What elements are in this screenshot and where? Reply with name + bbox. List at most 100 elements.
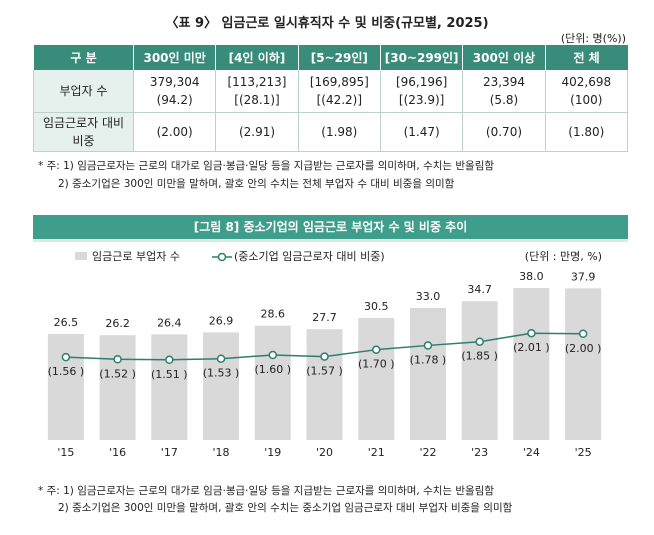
cell-line: (1.47) xyxy=(403,125,440,139)
cell-line: (1.98) xyxy=(321,125,358,139)
bar xyxy=(565,288,602,440)
cell-line: (94.2) xyxy=(156,93,193,107)
bar-label: 38.0 xyxy=(519,270,544,283)
line-label: (1.78 ) xyxy=(410,353,447,366)
line-point xyxy=(320,352,329,361)
x-tick-label: '25 xyxy=(575,446,592,459)
bar xyxy=(306,329,343,440)
column-header: 300인 미만 xyxy=(132,45,216,70)
x-tick-label: '17 xyxy=(161,446,178,459)
x-tick-label: '22 xyxy=(419,446,436,459)
cell: [113,213] [(28.1)] xyxy=(215,70,299,113)
cell-line: [113,213] xyxy=(227,75,287,89)
x-tick-label: '20 xyxy=(316,446,333,459)
line-label: (1.52 ) xyxy=(99,367,136,380)
line-point xyxy=(423,341,433,350)
legend-swatch xyxy=(217,252,227,262)
bar xyxy=(254,325,291,440)
line-point xyxy=(61,352,71,362)
line-label: (2.00 ) xyxy=(565,342,602,355)
line-point xyxy=(578,329,588,338)
cell: (0.70) xyxy=(462,112,546,152)
cell-line: 23,394 xyxy=(482,75,525,89)
cell: (2.91) xyxy=(215,112,299,152)
bar xyxy=(513,288,550,440)
note: * 주: 1) 임금근로자는 근로의 대가로 임금·봉급·일당 등을 지급받는 … xyxy=(38,160,495,172)
cell: (2.00) xyxy=(132,112,217,152)
row-header: 부업자 수 xyxy=(33,70,134,113)
line-point xyxy=(268,350,278,360)
note: * 주: 1) 임금근로자는 근로의 대가로 임금·봉급·일당 등을 지급받는 … xyxy=(38,485,495,497)
cell-line: (5.8) xyxy=(489,93,519,107)
line-label: (1.53 ) xyxy=(203,367,240,380)
cell-line: 임금근로자 대비 xyxy=(42,116,125,130)
table: 구 분 300인 미만 [4인 이하] [5~29인] [30~299인] 300인 이상… xyxy=(33,45,629,152)
column-header: [4인 이하] xyxy=(215,45,299,70)
table-unit: (단위: 명(%)) xyxy=(560,32,626,45)
cell: (1.98) xyxy=(297,112,381,152)
line-label: (1.51 ) xyxy=(151,368,188,381)
bar-label: 37.9 xyxy=(571,270,596,283)
bar xyxy=(358,318,395,440)
cell: [169,895] [(42.2)] xyxy=(297,70,381,113)
line-label: (2.01 ) xyxy=(513,341,550,354)
cell: 402,698 (100) xyxy=(544,70,629,113)
cell-line: (0.70) xyxy=(485,125,523,139)
note: 2) 중소기업은 300인 미만을 말하며, 괄호 안의 수치는 중소기업 임금… xyxy=(58,502,513,514)
cell-line: 부업자 수 xyxy=(59,84,108,98)
chart-title: [그림 8] 중소기업의 임금근로 부업자 수 및 비중 추이 xyxy=(33,215,628,242)
x-tick-label: '21 xyxy=(368,446,385,459)
bar-label: 26.9 xyxy=(209,314,234,327)
legend-label: (중소기업 임금근로자 대비 비중) xyxy=(234,250,385,263)
cell: [96,196] [(23.9)] xyxy=(379,70,464,113)
x-tick-label: '15 xyxy=(57,446,74,459)
bar xyxy=(151,334,188,440)
column-header: [5~29인] xyxy=(297,45,381,70)
bar xyxy=(99,335,136,440)
bar-label: 27.7 xyxy=(312,311,337,324)
cell-line: (1.80) xyxy=(568,125,605,139)
line-point xyxy=(165,355,174,365)
chart-unit: (단위 : 만명, %) xyxy=(525,250,602,263)
x-tick-label: '16 xyxy=(109,446,126,459)
column-header: 300인 이상 xyxy=(462,45,546,70)
line-label: (1.57 ) xyxy=(306,365,343,378)
cell-line: [(28.1)] xyxy=(234,93,280,107)
bar-label: 26.2 xyxy=(105,317,130,330)
column-header: 전 체 xyxy=(544,45,628,70)
cell: 23,394 (5.8) xyxy=(462,70,546,113)
cell: (1.80) xyxy=(544,112,629,152)
x-tick-label: '23 xyxy=(471,446,488,459)
line-point xyxy=(527,328,536,338)
x-tick-label: '18 xyxy=(213,446,230,459)
cell-line: 379,304 xyxy=(149,75,200,89)
bar xyxy=(47,334,84,440)
line-label: (1.56 ) xyxy=(48,365,85,378)
bar xyxy=(409,308,446,440)
table-title: 〈표 9〉 임금근로 일시휴직자 수 및 비중(규모별, 2025) xyxy=(165,16,489,31)
line-label: (1.70 ) xyxy=(358,358,395,371)
cell-line: [96,196] xyxy=(395,75,448,89)
line-label: (1.85 ) xyxy=(461,350,498,363)
bar-label: 28.6 xyxy=(261,308,286,321)
note: 2) 중소기업은 300인 미만을 말하며, 괄호 안의 수치는 전체 부업자 … xyxy=(58,178,455,190)
cell-line: (100) xyxy=(570,93,603,107)
chart: 임금근로 부업자 수 (중소기업 임금근로자 대비 비중) (단위 : 만명, %)… xyxy=(47,250,602,459)
table-row: 부업자 수 379,304 (94.2) [113,213] [(28.1)] [169,… xyxy=(33,70,629,113)
line-label: (1.60 ) xyxy=(254,363,291,376)
cell-line: [169,895] xyxy=(309,75,369,89)
bar xyxy=(461,301,498,440)
bar-label: 34.7 xyxy=(467,283,492,296)
x-tick-label: '19 xyxy=(264,446,281,459)
line-point xyxy=(216,354,226,363)
legend-label: 임금근로 부업자 수 xyxy=(92,250,180,263)
x-tick-label: '24 xyxy=(523,446,540,459)
cell-line: 비중 xyxy=(72,134,95,148)
cell-line: (2.00) xyxy=(156,125,193,139)
cell-line: (2.91) xyxy=(238,125,276,139)
bar-label: 26.5 xyxy=(54,316,79,329)
bar-label: 26.4 xyxy=(157,316,182,329)
